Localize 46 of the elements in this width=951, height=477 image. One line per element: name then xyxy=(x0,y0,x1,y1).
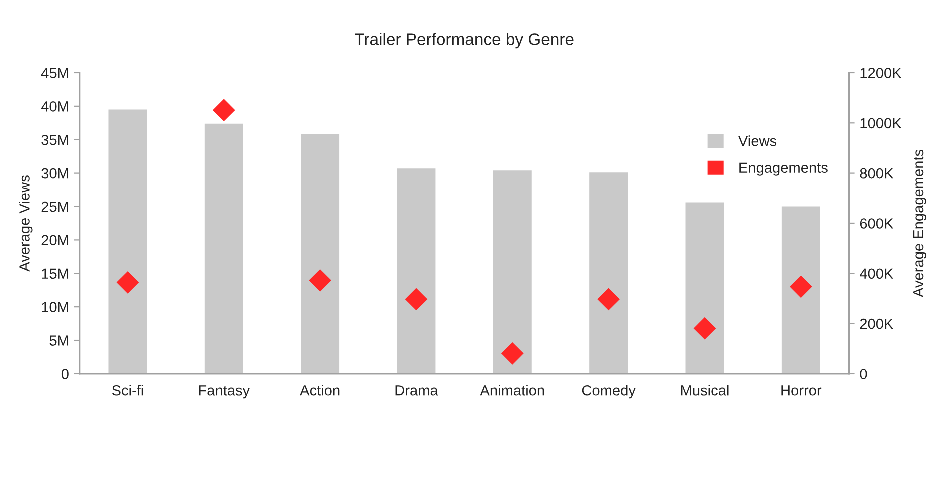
x-tick-label: Animation xyxy=(480,385,544,396)
point xyxy=(694,317,716,340)
y-tick-label: 45M xyxy=(41,68,68,78)
y-tick-label: 15M xyxy=(42,268,68,280)
y2-tick-label: 200K xyxy=(860,318,894,330)
point xyxy=(790,276,812,298)
bar xyxy=(204,124,244,374)
y-tick-label: 0 xyxy=(62,369,69,380)
y2-tick-label: 1200K xyxy=(860,68,902,78)
y2-axis-title: Average Engagements xyxy=(913,150,927,298)
legend-label: Engagements xyxy=(740,162,828,176)
bar xyxy=(782,206,820,374)
point xyxy=(309,269,332,292)
y2-tick-label: 400K xyxy=(860,268,894,280)
bar xyxy=(590,172,628,374)
y-tick-label: 25M xyxy=(42,202,68,212)
point xyxy=(212,99,236,122)
x-tick-label: Drama xyxy=(396,386,438,396)
point xyxy=(598,288,620,311)
legend-label: Views xyxy=(738,136,777,146)
x-tick-label: Horror xyxy=(782,386,822,396)
y-tick-label: 35M xyxy=(42,134,68,146)
chart-title: Trailer Performance by Genre xyxy=(355,33,574,49)
y2-tick-label: 600K xyxy=(860,218,894,229)
point xyxy=(405,288,428,311)
y-tick-label: 20M xyxy=(42,235,68,246)
bar xyxy=(108,110,148,374)
y2-tick-label: 800K xyxy=(860,168,894,179)
x-tick-label: Musical xyxy=(681,385,729,396)
x-tick-label: Fantasy xyxy=(199,386,250,399)
y-tick-label: 10M xyxy=(42,302,68,313)
y-tick-label: 5M xyxy=(50,336,68,346)
x-tick-label: Comedy xyxy=(582,385,636,399)
y-tick-label: 30M xyxy=(42,168,68,179)
point xyxy=(501,342,524,365)
y2-tick-label: 0 xyxy=(860,369,868,380)
bar xyxy=(397,168,436,374)
y-axis-title: Average Views xyxy=(19,176,33,272)
bar xyxy=(493,170,532,374)
x-tick-label: Action xyxy=(300,385,340,396)
bar xyxy=(301,134,340,374)
y-tick-label: 40M xyxy=(41,102,68,112)
x-tick-label: Sci-fi xyxy=(112,385,144,396)
y2-tick-label: 1000K xyxy=(860,118,902,129)
bar xyxy=(686,202,724,374)
point xyxy=(116,271,140,294)
